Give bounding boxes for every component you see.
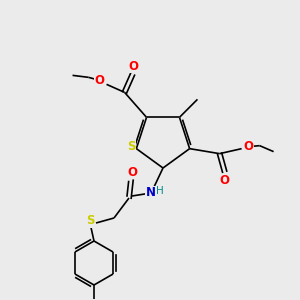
Text: O: O [220, 174, 230, 187]
Text: O: O [94, 74, 104, 87]
Text: O: O [127, 166, 137, 178]
Text: S: S [127, 140, 136, 153]
Text: S: S [86, 214, 94, 227]
Text: O: O [128, 60, 139, 73]
Text: H: H [156, 186, 164, 196]
Text: N: N [146, 187, 156, 200]
Text: O: O [244, 140, 254, 153]
